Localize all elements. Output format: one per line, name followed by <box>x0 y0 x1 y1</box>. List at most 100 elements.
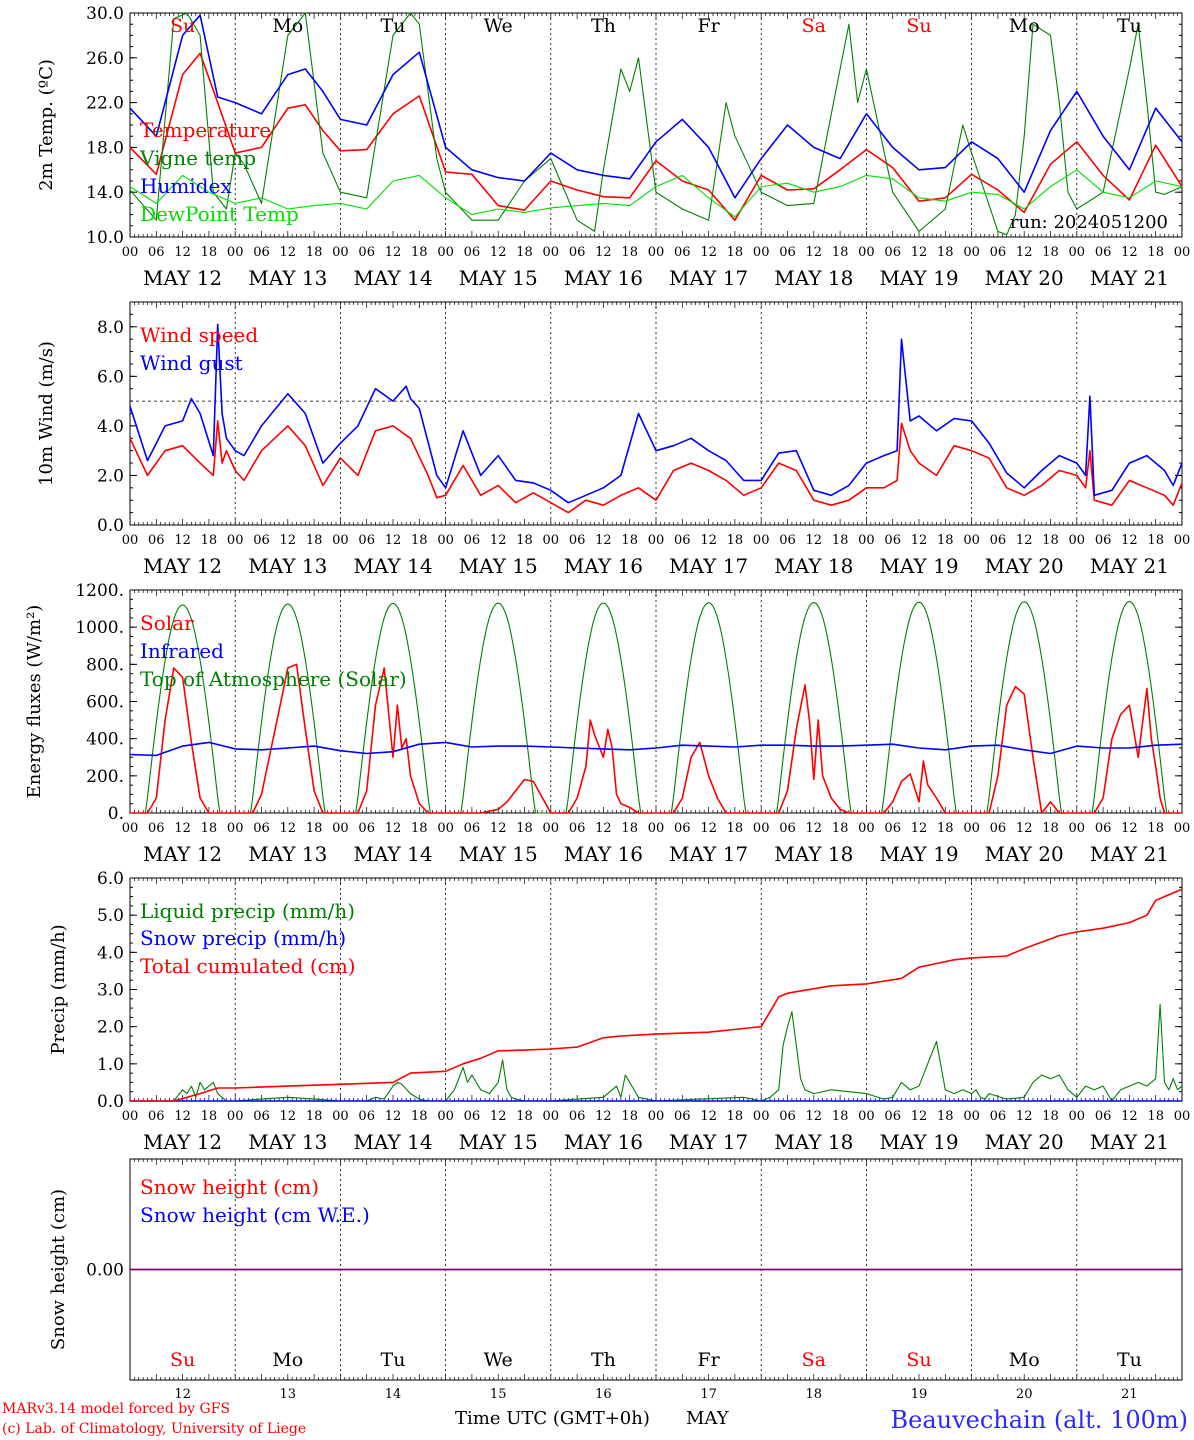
hour-tick-label: 18 <box>516 533 533 548</box>
hour-tick-label: 06 <box>990 1109 1007 1124</box>
hour-tick-label: 00 <box>543 245 560 260</box>
day-name-label: We <box>484 1349 513 1371</box>
hour-tick-label: 00 <box>963 245 980 260</box>
day-name-label: Fr <box>697 15 720 37</box>
hour-tick-label: 00 <box>332 1109 349 1124</box>
date-label: MAY 19 <box>879 1130 958 1154</box>
hour-tick-label: 06 <box>253 821 270 836</box>
day-name-label: Tu <box>1117 15 1142 37</box>
hour-tick-label: 12 <box>1016 533 1033 548</box>
y-tick-label: 0.0 <box>97 1092 124 1112</box>
hour-tick-label: 18 <box>1042 821 1059 836</box>
hour-tick-label: 18 <box>727 1109 744 1124</box>
hour-tick-label: 12 <box>700 1109 717 1124</box>
date-label: MAY 20 <box>985 842 1064 866</box>
hour-tick-label: 06 <box>884 245 901 260</box>
hour-tick-label: 18 <box>1147 533 1164 548</box>
hour-tick-label: 18 <box>727 245 744 260</box>
day-name-label: Tu <box>381 15 406 37</box>
hour-tick-label: 00 <box>227 245 244 260</box>
hour-tick-label: 00 <box>753 821 770 836</box>
hour-tick-label: 00 <box>332 533 349 548</box>
chart-panel-5: 0.00 Snow height (cm) Snow height (cm) Snow… <box>48 1158 1183 1402</box>
hour-tick-label: 12 <box>490 245 507 260</box>
hour-tick-label: 06 <box>358 821 375 836</box>
credit-line-2: (c) Lab. of Climatology, University of L… <box>2 1421 306 1437</box>
hour-tick-label: 06 <box>358 1109 375 1124</box>
day-number-label: 18 <box>806 1387 823 1402</box>
hour-tick-label: 12 <box>174 533 191 548</box>
y-tick-label: 3.0 <box>97 981 124 1001</box>
y-tick-label: 2.0 <box>97 1018 124 1038</box>
hour-tick-label: 00 <box>1174 533 1191 548</box>
hour-tick-label: 18 <box>621 245 638 260</box>
y-tick-label: 8.0 <box>97 318 124 338</box>
hour-tick-label: 00 <box>1174 1109 1191 1124</box>
hour-tick-label: 00 <box>1069 821 1086 836</box>
hour-tick-label: 12 <box>595 245 612 260</box>
legend-entry: DewPoint Temp <box>140 202 299 226</box>
hour-tick-label: 06 <box>253 533 270 548</box>
series-line-total-cumulated-cm <box>130 888 1183 1102</box>
legend-entry: Top of Atmosphere (Solar) <box>140 667 407 691</box>
hour-tick-label: 06 <box>358 533 375 548</box>
time-axis-label: Time UTC (GMT+0h) <box>455 1408 650 1429</box>
hour-tick-label: 12 <box>700 821 717 836</box>
date-label: MAY 17 <box>669 554 748 578</box>
day-name-label: Su <box>906 15 931 37</box>
hour-tick-label: 18 <box>411 533 428 548</box>
hour-tick-label: 12 <box>1121 533 1138 548</box>
hour-tick-label: 12 <box>280 533 297 548</box>
chart-panel-1: 10.0 14.0 18.0 22.0 26.0 30.0 2m Temp. (ºC) Tem… <box>36 4 1190 290</box>
hour-tick-label: 18 <box>516 245 533 260</box>
y-tick-label: 30.0 <box>86 4 124 24</box>
hour-tick-label: 00 <box>1174 245 1191 260</box>
hour-tick-label: 00 <box>858 533 875 548</box>
hour-tick-label: 12 <box>490 1109 507 1124</box>
hour-tick-label: 06 <box>990 533 1007 548</box>
series-line-infrared <box>129 741 1183 757</box>
hour-tick-label: 06 <box>569 245 586 260</box>
y-axis-label: 2m Temp. (ºC) <box>36 59 57 191</box>
y-tick-label: 22.0 <box>86 94 124 114</box>
series-line-dewpoint-temp <box>129 169 1183 218</box>
y-tick-label: 6.0 <box>97 367 124 387</box>
hour-tick-label: 00 <box>648 821 665 836</box>
hour-tick-label: 06 <box>1095 821 1112 836</box>
hour-tick-label: 06 <box>148 1109 165 1124</box>
hour-tick-label: 06 <box>358 245 375 260</box>
hour-tick-label: 18 <box>306 821 323 836</box>
day-number-label: 21 <box>1121 1387 1138 1402</box>
chart-panels: 10.0 14.0 18.0 22.0 26.0 30.0 2m Temp. (ºC) Tem… <box>24 4 1190 1402</box>
legend-entry: Vigne temp <box>139 146 256 170</box>
hour-tick-label: 12 <box>700 245 717 260</box>
hour-tick-label: 00 <box>122 533 139 548</box>
hour-tick-label: 18 <box>201 245 218 260</box>
hour-tick-label: 12 <box>174 245 191 260</box>
day-name-label: Tu <box>1117 1349 1142 1371</box>
legend-entry: Wind gust <box>140 351 243 375</box>
hour-tick-label: 18 <box>411 245 428 260</box>
series-line-temperature <box>129 52 1183 221</box>
date-label: MAY 15 <box>459 554 538 578</box>
hour-tick-label: 12 <box>806 821 823 836</box>
hour-tick-label: 06 <box>779 245 796 260</box>
hour-tick-label: 18 <box>937 245 954 260</box>
day-number-label: 19 <box>911 1387 928 1402</box>
date-label: MAY 17 <box>669 266 748 290</box>
date-label: MAY 20 <box>985 554 1064 578</box>
hour-tick-label: 06 <box>884 821 901 836</box>
hour-tick-label: 06 <box>464 533 481 548</box>
hour-tick-label: 06 <box>674 1109 691 1124</box>
hour-tick-label: 06 <box>464 821 481 836</box>
station-label: Beauvechain (alt. 100m) <box>890 1406 1188 1434</box>
hour-tick-label: 18 <box>201 1109 218 1124</box>
hour-tick-label: 12 <box>1016 245 1033 260</box>
hour-tick-label: 06 <box>990 245 1007 260</box>
date-label: MAY 18 <box>774 1130 853 1154</box>
hour-tick-label: 00 <box>332 245 349 260</box>
hour-tick-label: 12 <box>174 821 191 836</box>
y-tick-label: 0.00 <box>86 1261 124 1281</box>
hour-tick-label: 12 <box>385 533 402 548</box>
legend-entry: Solar <box>140 611 194 635</box>
